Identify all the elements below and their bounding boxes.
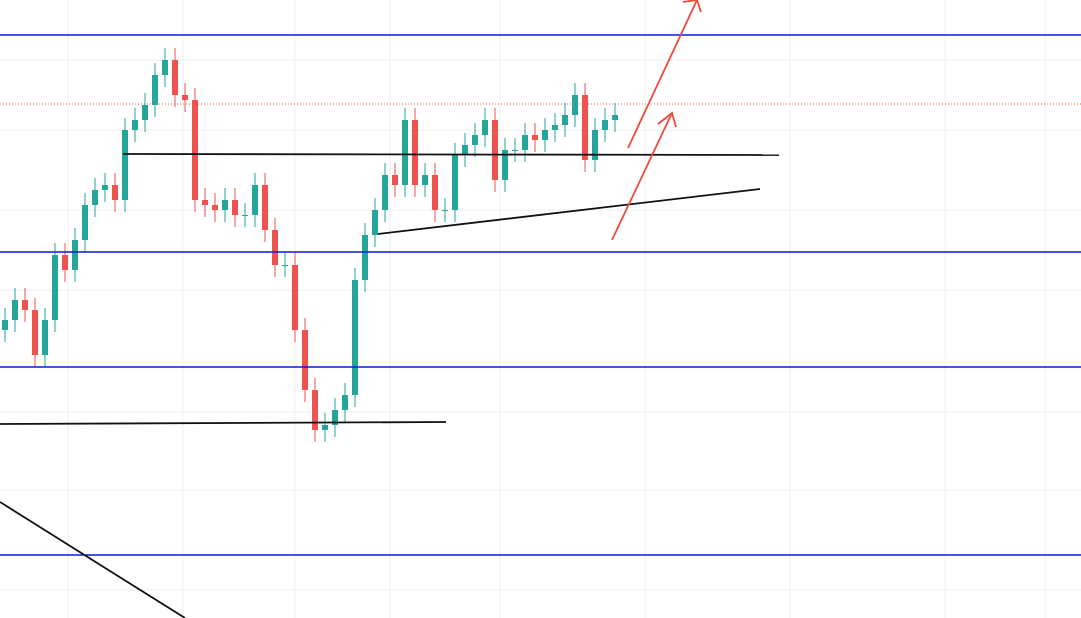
candles xyxy=(2,48,618,442)
candle-body xyxy=(332,410,338,425)
candle-body xyxy=(472,135,478,145)
candle-body xyxy=(2,320,8,330)
candle-body xyxy=(542,130,548,140)
candle-body xyxy=(502,150,508,180)
candle-body xyxy=(402,120,408,185)
candle-body xyxy=(522,135,528,150)
candle-body xyxy=(12,300,18,320)
candle-body xyxy=(172,60,178,95)
candle-body xyxy=(342,395,348,410)
candle-body xyxy=(592,130,598,160)
candle-body xyxy=(322,425,328,430)
candle-body xyxy=(312,390,318,430)
candle-body xyxy=(22,300,28,310)
candle-body xyxy=(132,120,138,130)
candle-body xyxy=(442,210,448,211)
candle-body xyxy=(512,150,518,151)
candle-body xyxy=(252,185,258,215)
candle-body xyxy=(212,205,218,210)
candle-body xyxy=(602,120,608,130)
candle-body xyxy=(102,185,108,190)
candle-body xyxy=(242,215,248,216)
candle-body xyxy=(52,255,58,320)
candle-body xyxy=(582,95,588,160)
candle-body xyxy=(552,125,558,130)
candle-body xyxy=(562,115,568,125)
candle-body xyxy=(112,185,118,200)
candle-body xyxy=(202,200,208,205)
candle-body xyxy=(392,175,398,185)
candle-body xyxy=(92,190,98,205)
levels xyxy=(0,34,1081,556)
candle-body xyxy=(532,135,538,140)
candle-body xyxy=(432,175,438,210)
candle-body xyxy=(292,265,298,330)
candle-body xyxy=(422,175,428,185)
candle-body xyxy=(72,240,78,270)
trend-lines xyxy=(0,153,780,618)
candle-body xyxy=(282,265,288,266)
candle-body xyxy=(492,120,498,180)
candle-body xyxy=(272,230,278,265)
candle-body xyxy=(362,235,368,280)
candle-body xyxy=(612,115,618,120)
candle-body xyxy=(372,210,378,235)
candle-body xyxy=(142,105,148,120)
candle-body xyxy=(42,320,48,355)
candle-body xyxy=(382,175,388,210)
candle-body xyxy=(302,330,308,390)
candle-body xyxy=(182,95,188,100)
candle-body xyxy=(452,155,458,210)
candle-body xyxy=(462,145,468,155)
candle-body xyxy=(482,120,488,135)
candle-body xyxy=(262,185,268,230)
candle-body xyxy=(232,200,238,215)
candle-body xyxy=(572,95,578,115)
candle-body xyxy=(222,200,228,210)
candle-body xyxy=(412,120,418,185)
candle-body xyxy=(152,75,158,105)
candle-body xyxy=(122,130,128,200)
candle-body xyxy=(192,100,198,200)
candle-body xyxy=(82,205,88,240)
candle-body xyxy=(62,255,68,270)
candle-body xyxy=(352,280,358,395)
candle-body xyxy=(162,60,168,75)
arrows xyxy=(611,0,702,241)
candle-body xyxy=(32,310,38,355)
